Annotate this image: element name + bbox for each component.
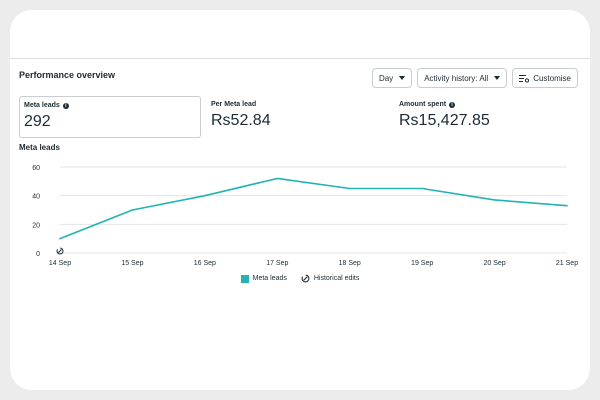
legend-label: Meta leads	[252, 275, 287, 282]
customise-button[interactable]: Customise	[512, 68, 578, 88]
data-point	[348, 187, 351, 190]
y-tick-label: 0	[36, 251, 40, 258]
historical-edit-marker	[56, 247, 64, 255]
historical-edit-marker-slash	[58, 249, 62, 253]
series-line-meta-leads	[59, 177, 568, 240]
customise-icon	[519, 74, 530, 83]
chart-title: Meta leads	[19, 143, 60, 152]
metric-value: 292	[24, 113, 51, 130]
y-tick-label: 40	[32, 194, 40, 201]
data-point	[131, 209, 134, 211]
x-tick-label: 17 Sep	[266, 260, 288, 267]
data-point	[204, 194, 206, 197]
metric-label: Per Meta lead	[211, 101, 257, 108]
toolbar: Day Activity history: All Customise	[371, 68, 578, 88]
customise-label: Customise	[533, 73, 571, 83]
caret-down-icon	[494, 76, 501, 80]
data-point	[493, 199, 496, 201]
legend-item-historical-edits[interactable]: Historical edits	[301, 274, 360, 283]
metric-value: Rs52.84	[211, 112, 271, 129]
x-tick-label: 16 Sep	[194, 260, 216, 267]
x-tick-label: 18 Sep	[339, 260, 361, 267]
legend-label: Historical edits	[313, 275, 360, 282]
metric-label: Amount spent	[399, 101, 447, 108]
y-tick-label: 60	[32, 165, 40, 172]
x-tick-label: 15 Sep	[121, 260, 143, 267]
x-tick-label: 14 Sep	[49, 260, 71, 267]
x-tick-label: 20 Sep	[483, 260, 505, 267]
divider	[10, 58, 590, 59]
activity-history-dropdown[interactable]: Activity history: All	[417, 68, 508, 88]
metric-label: Meta leads	[24, 102, 60, 109]
x-tick-label: 21 Sep	[556, 260, 578, 267]
metric-amount-spent[interactable]: Amount spent i Rs15,427.85	[395, 96, 565, 138]
info-icon[interactable]: i	[62, 102, 69, 109]
data-point	[59, 237, 61, 240]
metric-meta-leads[interactable]: Meta leads i 292	[19, 96, 201, 138]
info-icon[interactable]: i	[449, 101, 456, 108]
legend-swatch	[240, 274, 249, 283]
day-dropdown-label: Day	[378, 73, 394, 83]
historical-edit-icon	[301, 274, 310, 283]
x-tick-label: 19 Sep	[411, 260, 433, 267]
meta-leads-line-chart: 0 20 40 60 14 Sep 15 Sep 16 Sep 17 Sep 18 Sep 19 …	[32, 165, 578, 267]
day-dropdown[interactable]: Day	[371, 68, 413, 88]
y-tick-label: 20	[32, 222, 40, 229]
ads-manager-panel: Performance overview Day Activity histor…	[10, 10, 590, 390]
data-point	[421, 187, 423, 190]
legend-item-meta-leads[interactable]: Meta leads	[240, 274, 287, 283]
data-point	[276, 177, 279, 180]
caret-down-icon	[399, 76, 406, 80]
metric-per-meta-lead[interactable]: Per Meta lead Rs52.84	[207, 96, 377, 138]
page-title: Performance overview	[19, 70, 116, 80]
chart-legend: Meta leads Historical edits	[10, 274, 590, 283]
metric-value: Rs15,427.85	[399, 112, 490, 129]
activity-history-label: Activity history: All	[424, 73, 489, 83]
data-point	[566, 204, 568, 207]
